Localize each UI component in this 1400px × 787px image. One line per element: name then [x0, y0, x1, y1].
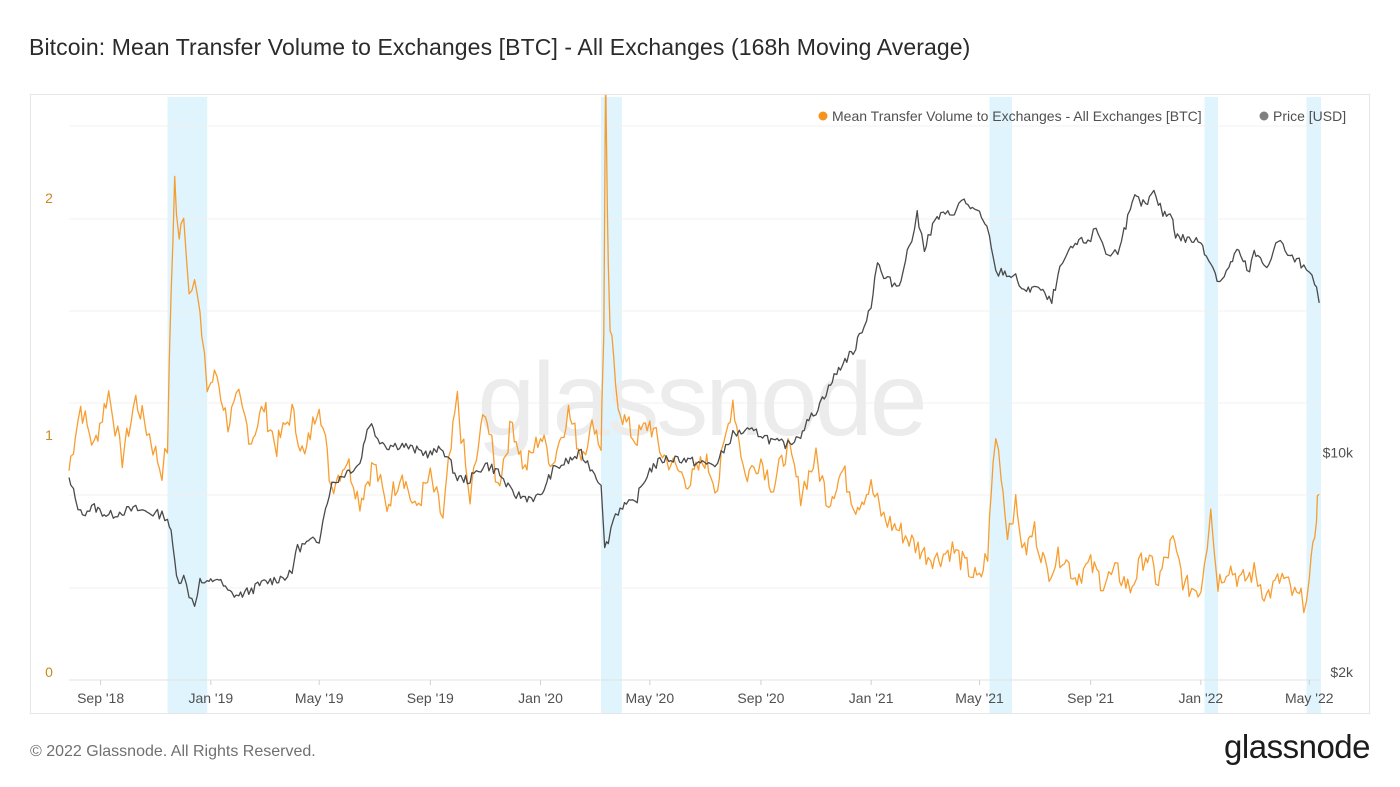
highlight-band-3: [1204, 97, 1219, 713]
y-left-tick-label: 1: [45, 427, 53, 443]
y-left-tick-label: 0: [45, 664, 53, 680]
y-left-tick-label: 2: [45, 190, 53, 206]
page-title: Bitcoin: Mean Transfer Volume to Exchang…: [29, 34, 971, 60]
x-tick-label: Jan '22: [1178, 690, 1223, 706]
x-tick-label: Jan '20: [518, 690, 563, 706]
chart-frame[interactable]: glassnode Sep '18 Jan '19 May '19 Sep '19 Ja…: [30, 94, 1370, 714]
series-line-price[interactable]: [68, 189, 1320, 607]
x-tick-label: May '22: [1285, 690, 1334, 706]
legend-volume-label[interactable]: Mean Transfer Volume to Exchanges - All …: [832, 108, 1202, 124]
x-axis-ticks: Sep '18 Jan '19 May '19 Sep '19 Jan '20 May '…: [77, 680, 1334, 706]
highlight-band-2: [989, 97, 1013, 713]
legend-price-label[interactable]: Price [USD]: [1273, 108, 1346, 124]
x-tick-label: Sep '21: [1067, 690, 1114, 706]
highlight-band-0: [167, 97, 208, 713]
highlight-band-4: [1306, 97, 1321, 713]
highlight-bands: [167, 97, 1321, 713]
series-lines: [68, 95, 1320, 614]
x-tick-label: Sep '20: [737, 690, 784, 706]
chart-canvas[interactable]: glassnode Sep '18 Jan '19 May '19 Sep '19 Ja…: [31, 95, 1369, 713]
glassnode-logo[interactable]: glassnode: [1224, 728, 1370, 765]
chart-watermark: glassnode: [477, 342, 924, 458]
legend-volume-marker: [818, 111, 828, 121]
chart-legend[interactable]: Mean Transfer Volume to Exchanges - All …: [818, 108, 1347, 124]
x-tick-label: Jan '19: [188, 690, 233, 706]
y-right-tick-label: $10k: [1323, 445, 1354, 461]
highlight-band-1: [601, 97, 622, 713]
x-tick-label: May '19: [295, 690, 344, 706]
x-tick-label: Sep '18: [77, 690, 124, 706]
y-axis-left-ticks: 0 1 2: [45, 190, 53, 680]
y-right-tick-label: $2k: [1330, 664, 1354, 680]
x-tick-label: May '20: [626, 690, 675, 706]
x-tick-label: May '21: [955, 690, 1004, 706]
legend-price-marker: [1259, 111, 1269, 121]
gridlines: [69, 125, 1321, 589]
y-axis-right-ticks: $2k $10k: [1323, 445, 1354, 680]
x-tick-label: Jan '21: [849, 690, 894, 706]
copyright-text: © 2022 Glassnode. All Rights Reserved.: [30, 743, 316, 760]
x-tick-label: Sep '19: [407, 690, 454, 706]
